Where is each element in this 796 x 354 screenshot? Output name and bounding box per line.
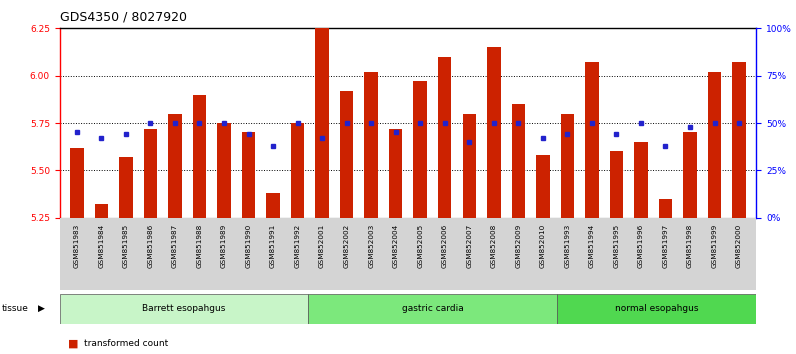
Bar xyxy=(193,95,206,218)
Text: GSM851988: GSM851988 xyxy=(197,223,202,268)
Text: GSM851987: GSM851987 xyxy=(172,223,178,268)
Bar xyxy=(487,47,501,218)
Text: GSM852010: GSM852010 xyxy=(540,223,546,268)
Text: GSM851993: GSM851993 xyxy=(564,223,571,268)
Bar xyxy=(340,91,353,218)
Bar xyxy=(708,72,721,218)
Bar xyxy=(659,199,672,218)
Text: GSM851994: GSM851994 xyxy=(589,223,595,268)
Bar xyxy=(536,155,549,218)
Bar xyxy=(560,114,574,218)
Bar xyxy=(70,148,84,218)
Text: ▶: ▶ xyxy=(38,304,45,313)
Text: GSM851990: GSM851990 xyxy=(245,223,252,268)
Text: transformed count: transformed count xyxy=(84,339,168,348)
Bar xyxy=(438,57,451,218)
Text: GSM851985: GSM851985 xyxy=(123,223,129,268)
Bar xyxy=(413,81,427,218)
Bar xyxy=(610,152,623,218)
Bar xyxy=(291,123,304,218)
Text: GSM851983: GSM851983 xyxy=(74,223,80,268)
Text: GSM851996: GSM851996 xyxy=(638,223,644,268)
Text: tissue: tissue xyxy=(2,304,29,313)
Text: GSM851998: GSM851998 xyxy=(687,223,693,268)
Bar xyxy=(217,123,231,218)
Bar xyxy=(119,157,133,218)
Text: GSM852008: GSM852008 xyxy=(491,223,497,268)
Text: GSM852004: GSM852004 xyxy=(392,223,399,268)
Text: GSM852005: GSM852005 xyxy=(417,223,423,268)
Text: GSM851986: GSM851986 xyxy=(147,223,154,268)
Text: GSM852003: GSM852003 xyxy=(369,223,374,268)
Bar xyxy=(634,142,648,218)
Text: GSM851995: GSM851995 xyxy=(614,223,619,268)
Text: normal esopahgus: normal esopahgus xyxy=(615,304,698,313)
Bar xyxy=(557,294,756,324)
Text: GSM851989: GSM851989 xyxy=(221,223,227,268)
Bar xyxy=(365,72,378,218)
Text: GSM851992: GSM851992 xyxy=(295,223,301,268)
Bar xyxy=(462,114,476,218)
Bar xyxy=(732,62,746,218)
Text: GSM852000: GSM852000 xyxy=(736,223,742,268)
Bar xyxy=(315,28,329,218)
Bar xyxy=(144,129,157,218)
Bar xyxy=(267,193,280,218)
Text: GSM852007: GSM852007 xyxy=(466,223,472,268)
Text: GSM852001: GSM852001 xyxy=(319,223,325,268)
Bar xyxy=(168,114,181,218)
Bar xyxy=(683,132,696,218)
Text: GSM852002: GSM852002 xyxy=(344,223,349,268)
Text: GSM851991: GSM851991 xyxy=(270,223,276,268)
Text: ■: ■ xyxy=(68,338,78,348)
Text: GSM851999: GSM851999 xyxy=(712,223,717,268)
Text: GSM852009: GSM852009 xyxy=(515,223,521,268)
Text: GSM852006: GSM852006 xyxy=(442,223,447,268)
Text: gastric cardia: gastric cardia xyxy=(402,304,464,313)
Bar xyxy=(242,132,256,218)
Text: GSM851997: GSM851997 xyxy=(662,223,669,268)
Bar xyxy=(389,129,403,218)
Bar xyxy=(308,294,557,324)
Bar xyxy=(95,205,108,218)
Text: GDS4350 / 8027920: GDS4350 / 8027920 xyxy=(60,11,187,24)
Text: Barrett esopahgus: Barrett esopahgus xyxy=(142,304,226,313)
Bar xyxy=(585,62,599,218)
Bar xyxy=(60,294,308,324)
Text: GSM851984: GSM851984 xyxy=(99,223,104,268)
Bar xyxy=(512,104,525,218)
